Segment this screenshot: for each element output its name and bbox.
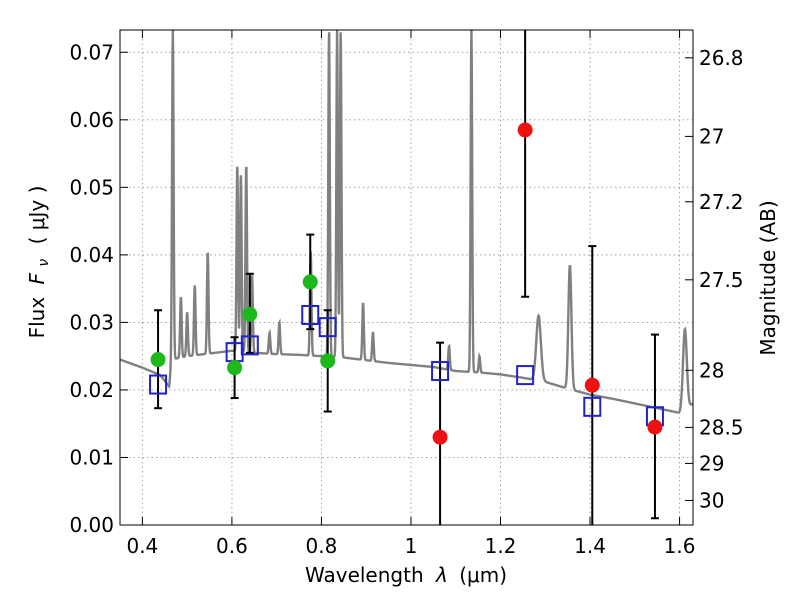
y-axis-label-text: Flux bbox=[25, 297, 49, 339]
x-tick-label: 1 bbox=[405, 534, 418, 558]
x-tick-label: 1.4 bbox=[574, 534, 606, 558]
x-tick-label: 0.8 bbox=[306, 534, 338, 558]
x-axis-label: Wavelength λ (μm) bbox=[305, 563, 507, 587]
magnitude-tick-label: 28 bbox=[699, 358, 724, 382]
plot-frame bbox=[119, 29, 694, 526]
y-axis-label-unit: ( μJy ) bbox=[25, 186, 49, 245]
x-tick-label: 0.6 bbox=[216, 534, 248, 558]
magnitude-tick-label: 27 bbox=[699, 124, 724, 148]
magnitude-tick-label: 28.5 bbox=[699, 415, 744, 439]
spectrum-line bbox=[119, 30, 694, 414]
y-tick-label: 0.04 bbox=[69, 243, 114, 267]
x-tick-label: 1.2 bbox=[485, 534, 517, 558]
y-tick-label: 0.06 bbox=[69, 108, 114, 132]
magnitude-tick-label: 30 bbox=[699, 488, 724, 512]
magnitude-tick-label: 26.8 bbox=[699, 46, 744, 70]
green-data-point bbox=[242, 306, 258, 322]
green-data-point bbox=[302, 274, 318, 290]
error-bars bbox=[154, 30, 659, 525]
magnitude-tick-label: 29 bbox=[699, 451, 724, 475]
model-square-marker bbox=[318, 317, 337, 338]
y-tick-label: 0.05 bbox=[69, 175, 114, 199]
green-data-point bbox=[320, 353, 336, 369]
model-square-marker bbox=[583, 396, 602, 417]
ticks: 0.4 0.6 0.8 1 1.2 1.4 1.6 0.00 0.01 0.02 0.03 0.04 0… bbox=[69, 30, 744, 558]
x-tick-label: 1.6 bbox=[664, 534, 696, 558]
x-tick-label: 0.4 bbox=[126, 534, 158, 558]
red-data-point bbox=[647, 419, 663, 435]
y-axis-label-subscript: ν bbox=[36, 259, 52, 267]
magnitude-tick-label: 27.5 bbox=[699, 268, 744, 292]
red-data-point bbox=[517, 122, 533, 138]
model-square-marker bbox=[301, 304, 320, 325]
green-data-point bbox=[227, 360, 243, 376]
y-axis-label: Flux F ν ( μJy ) bbox=[25, 186, 53, 339]
x-axis-label-text: Wavelength bbox=[305, 563, 424, 587]
model-spectrum bbox=[119, 30, 694, 414]
right-axis-label: Magnitude (AB) bbox=[756, 200, 780, 355]
red-data-point bbox=[584, 377, 600, 393]
y-axis-label-symbol: F bbox=[25, 272, 49, 284]
data-markers bbox=[149, 122, 664, 445]
y-tick-label: 0.03 bbox=[69, 310, 114, 334]
grid bbox=[120, 30, 693, 526]
model-square-marker bbox=[240, 335, 259, 356]
model-square-marker bbox=[149, 374, 168, 395]
red-data-point bbox=[432, 429, 448, 445]
model-square-marker bbox=[431, 361, 450, 382]
y-tick-label: 0.07 bbox=[69, 40, 114, 64]
x-axis-label-unit: (μm) bbox=[459, 563, 507, 587]
y-tick-label: 0.02 bbox=[69, 378, 114, 402]
magnitude-tick-label: 27.2 bbox=[699, 190, 744, 214]
x-axis-label-symbol: λ bbox=[435, 563, 448, 587]
y-tick-label: 0.01 bbox=[69, 445, 114, 469]
y-tick-label: 0.00 bbox=[69, 513, 114, 537]
model-square-marker bbox=[516, 365, 535, 386]
green-data-point bbox=[150, 352, 166, 368]
